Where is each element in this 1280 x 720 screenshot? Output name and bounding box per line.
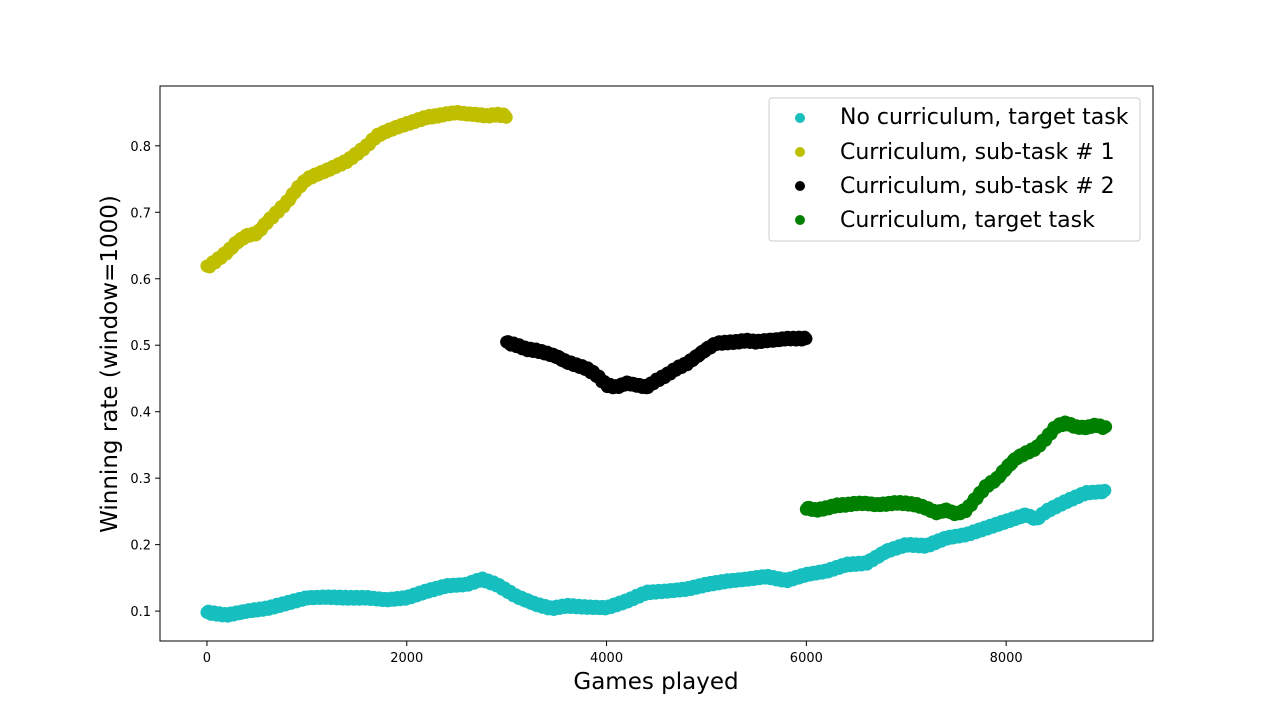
x-axis-title: Games played xyxy=(573,669,738,695)
x-tick-label: 0 xyxy=(203,651,211,666)
y-tick-label: 0.1 xyxy=(130,605,151,620)
y-tick-label: 0.2 xyxy=(130,539,151,554)
legend-label-no-curriculum: No curriculum, target task xyxy=(840,105,1129,130)
y-tick-label: 0.7 xyxy=(130,206,151,221)
legend-label-subtask-2: Curriculum, sub-task # 2 xyxy=(840,174,1115,199)
x-tick-label: 6000 xyxy=(790,651,823,666)
series-curriculum-sub-task-1 xyxy=(200,105,513,274)
legend: No curriculum, target task Curriculum, s… xyxy=(768,97,1141,242)
legend-label-subtask-1: Curriculum, sub-task # 1 xyxy=(840,140,1115,165)
series-curriculum-sub-task-2 xyxy=(500,330,813,395)
y-tick-label: 0.6 xyxy=(130,273,151,288)
y-axis-title: Winning rate (window=1000) xyxy=(97,195,123,533)
plot-frame xyxy=(159,85,1154,642)
legend-marker-target-task xyxy=(795,215,805,225)
y-tick-label: 0.3 xyxy=(130,472,151,487)
series-no-curriculum-target-task xyxy=(200,483,1112,623)
x-tick-label: 2000 xyxy=(390,651,423,666)
y-tick-label: 0.5 xyxy=(130,339,151,354)
data-point xyxy=(1098,483,1112,497)
series-layer xyxy=(200,105,1113,623)
data-point xyxy=(499,110,513,124)
x-tick-label: 8000 xyxy=(990,651,1023,666)
legend-frame xyxy=(768,97,1141,242)
legend-label-target-task: Curriculum, target task xyxy=(840,208,1095,233)
ticks-layer: 0 2000 4000 6000 8000 0.1 0.2 0.3 0.4 0.5 0.6 0.7 0.… xyxy=(130,140,1022,666)
data-point xyxy=(799,332,813,346)
x-tick-label: 4000 xyxy=(590,651,623,666)
legend-marker-subtask-1 xyxy=(795,147,805,157)
data-point xyxy=(1099,420,1113,434)
y-tick-label: 0.4 xyxy=(130,406,151,421)
y-tick-label: 0.8 xyxy=(130,140,151,155)
series-curriculum-target-task xyxy=(799,415,1113,522)
legend-marker-subtask-2 xyxy=(795,181,805,191)
legend-marker-no-curriculum xyxy=(795,113,805,123)
